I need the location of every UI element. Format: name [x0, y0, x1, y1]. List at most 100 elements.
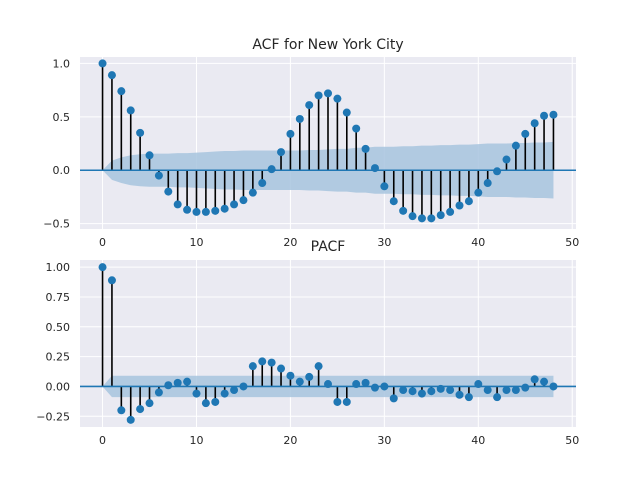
- pacf-y-tick-label: 0.50: [46, 321, 71, 334]
- pacf-marker-lag-0: [98, 263, 107, 272]
- pacf-marker-lag-12: [211, 397, 220, 406]
- acf-y-tick-label: 0.0: [53, 164, 71, 177]
- pacf-marker-lag-1: [107, 276, 116, 285]
- acf-marker-lag-3: [126, 106, 135, 115]
- acf-marker-lag-34: [417, 214, 426, 223]
- pacf-marker-lag-33: [408, 387, 417, 396]
- acf-marker-lag-9: [183, 205, 192, 214]
- pacf-marker-lag-28: [361, 378, 370, 387]
- acf-marker-lag-32: [399, 206, 408, 215]
- acf-marker-lag-1: [107, 71, 116, 80]
- acf-marker-lag-44: [511, 141, 520, 150]
- acf-x-tick-label: 40: [471, 236, 485, 249]
- pacf-y-tick-label: 1.00: [46, 261, 71, 274]
- pacf-marker-lag-19: [277, 364, 286, 373]
- pacf-marker-lag-10: [192, 389, 201, 398]
- acf-marker-lag-16: [248, 188, 257, 197]
- acf-marker-lag-30: [380, 182, 389, 191]
- acf-plot-content: [80, 57, 576, 229]
- pacf-marker-lag-42: [493, 393, 502, 402]
- acf-marker-lag-27: [352, 124, 361, 133]
- acf-marker-lag-25: [333, 94, 342, 103]
- pacf-marker-lag-4: [136, 405, 145, 414]
- pacf-x-tick-label: 20: [283, 434, 297, 447]
- acf-marker-lag-8: [173, 200, 182, 209]
- pacf-marker-lag-27: [352, 380, 361, 389]
- pacf-marker-lag-39: [464, 393, 473, 402]
- pacf-x-tick-label: 40: [471, 434, 485, 447]
- acf-title: ACF for New York City: [252, 37, 403, 53]
- acf-marker-lag-46: [530, 119, 539, 128]
- acf-x-tick-label: 10: [189, 236, 203, 249]
- pacf-marker-lag-45: [521, 383, 530, 392]
- acf-marker-lag-28: [361, 144, 370, 153]
- pacf-marker-lag-38: [455, 390, 464, 399]
- acf-marker-lag-48: [549, 110, 558, 119]
- acf-marker-lag-2: [117, 87, 126, 96]
- pacf-marker-lag-22: [305, 372, 314, 381]
- acf-marker-lag-45: [521, 129, 530, 138]
- pacf-marker-lag-3: [126, 415, 135, 424]
- pacf-marker-lag-23: [314, 362, 323, 371]
- pacf-y-tick-label: −0.25: [36, 410, 70, 423]
- pacf-marker-lag-29: [370, 383, 379, 392]
- acf-marker-lag-19: [277, 148, 286, 157]
- acf-x-tick-label: 50: [565, 236, 579, 249]
- pacf-marker-lag-20: [286, 371, 295, 380]
- acf-panel: ACF for New York City 0 10 20 30 40 50 −0.5 0.0…: [43, 37, 579, 249]
- pacf-plot-content: [80, 260, 576, 427]
- pacf-x-tick-label: 30: [377, 434, 391, 447]
- acf-marker-lag-39: [464, 197, 473, 206]
- pacf-marker-lag-15: [239, 382, 248, 391]
- pacf-marker-lag-46: [530, 375, 539, 384]
- pacf-marker-lag-32: [399, 386, 408, 395]
- acf-marker-lag-14: [230, 200, 239, 209]
- pacf-marker-lag-25: [333, 397, 342, 406]
- acf-y-tick-label: 0.5: [53, 111, 71, 124]
- pacf-marker-lag-37: [446, 386, 455, 395]
- acf-x-tick-label: 0: [99, 236, 106, 249]
- acf-y-tick-label: −0.5: [43, 218, 70, 231]
- acf-marker-lag-10: [192, 207, 201, 216]
- pacf-marker-lag-31: [389, 394, 398, 403]
- pacf-marker-lag-41: [483, 386, 492, 395]
- acf-marker-lag-21: [295, 114, 304, 123]
- acf-marker-lag-20: [286, 129, 295, 138]
- acf-marker-lag-29: [370, 164, 379, 173]
- pacf-marker-lag-13: [220, 389, 229, 398]
- pacf-plot-area: [80, 260, 576, 427]
- pacf-marker-lag-8: [173, 378, 182, 387]
- pacf-marker-lag-6: [154, 388, 163, 397]
- pacf-marker-lag-9: [183, 377, 192, 386]
- acf-y-tick-label: 1.0: [53, 57, 71, 70]
- pacf-marker-lag-14: [230, 386, 239, 395]
- acf-marker-lag-6: [154, 171, 163, 180]
- pacf-y-tick-label: 0.75: [46, 291, 71, 304]
- acf-marker-lag-4: [136, 128, 145, 137]
- acf-marker-lag-35: [427, 214, 436, 223]
- acf-marker-lag-41: [483, 179, 492, 188]
- acf-marker-lag-11: [201, 207, 210, 216]
- acf-marker-lag-38: [455, 201, 464, 210]
- pacf-title: PACF: [311, 239, 346, 255]
- pacf-marker-lag-2: [117, 406, 126, 415]
- acf-marker-lag-17: [258, 179, 267, 188]
- pacf-marker-lag-26: [342, 397, 351, 406]
- acf-marker-lag-42: [493, 167, 502, 176]
- pacf-x-tick-label: 10: [189, 434, 203, 447]
- acf-marker-lag-18: [267, 165, 276, 174]
- pacf-marker-lag-17: [258, 357, 267, 366]
- acf-marker-lag-43: [502, 155, 511, 164]
- pacf-marker-lag-36: [436, 384, 445, 393]
- pacf-marker-lag-34: [417, 389, 426, 398]
- pacf-marker-lag-24: [324, 380, 332, 389]
- pacf-marker-lag-40: [474, 380, 483, 389]
- acf-marker-lag-37: [446, 207, 455, 216]
- acf-marker-lag-7: [164, 187, 173, 196]
- acf-x-tick-label: 30: [377, 236, 391, 249]
- acf-marker-lag-5: [145, 151, 154, 160]
- acf-x-tick-label: 20: [283, 236, 297, 249]
- acf-marker-lag-12: [211, 206, 220, 215]
- pacf-x-tick-label: 50: [565, 434, 579, 447]
